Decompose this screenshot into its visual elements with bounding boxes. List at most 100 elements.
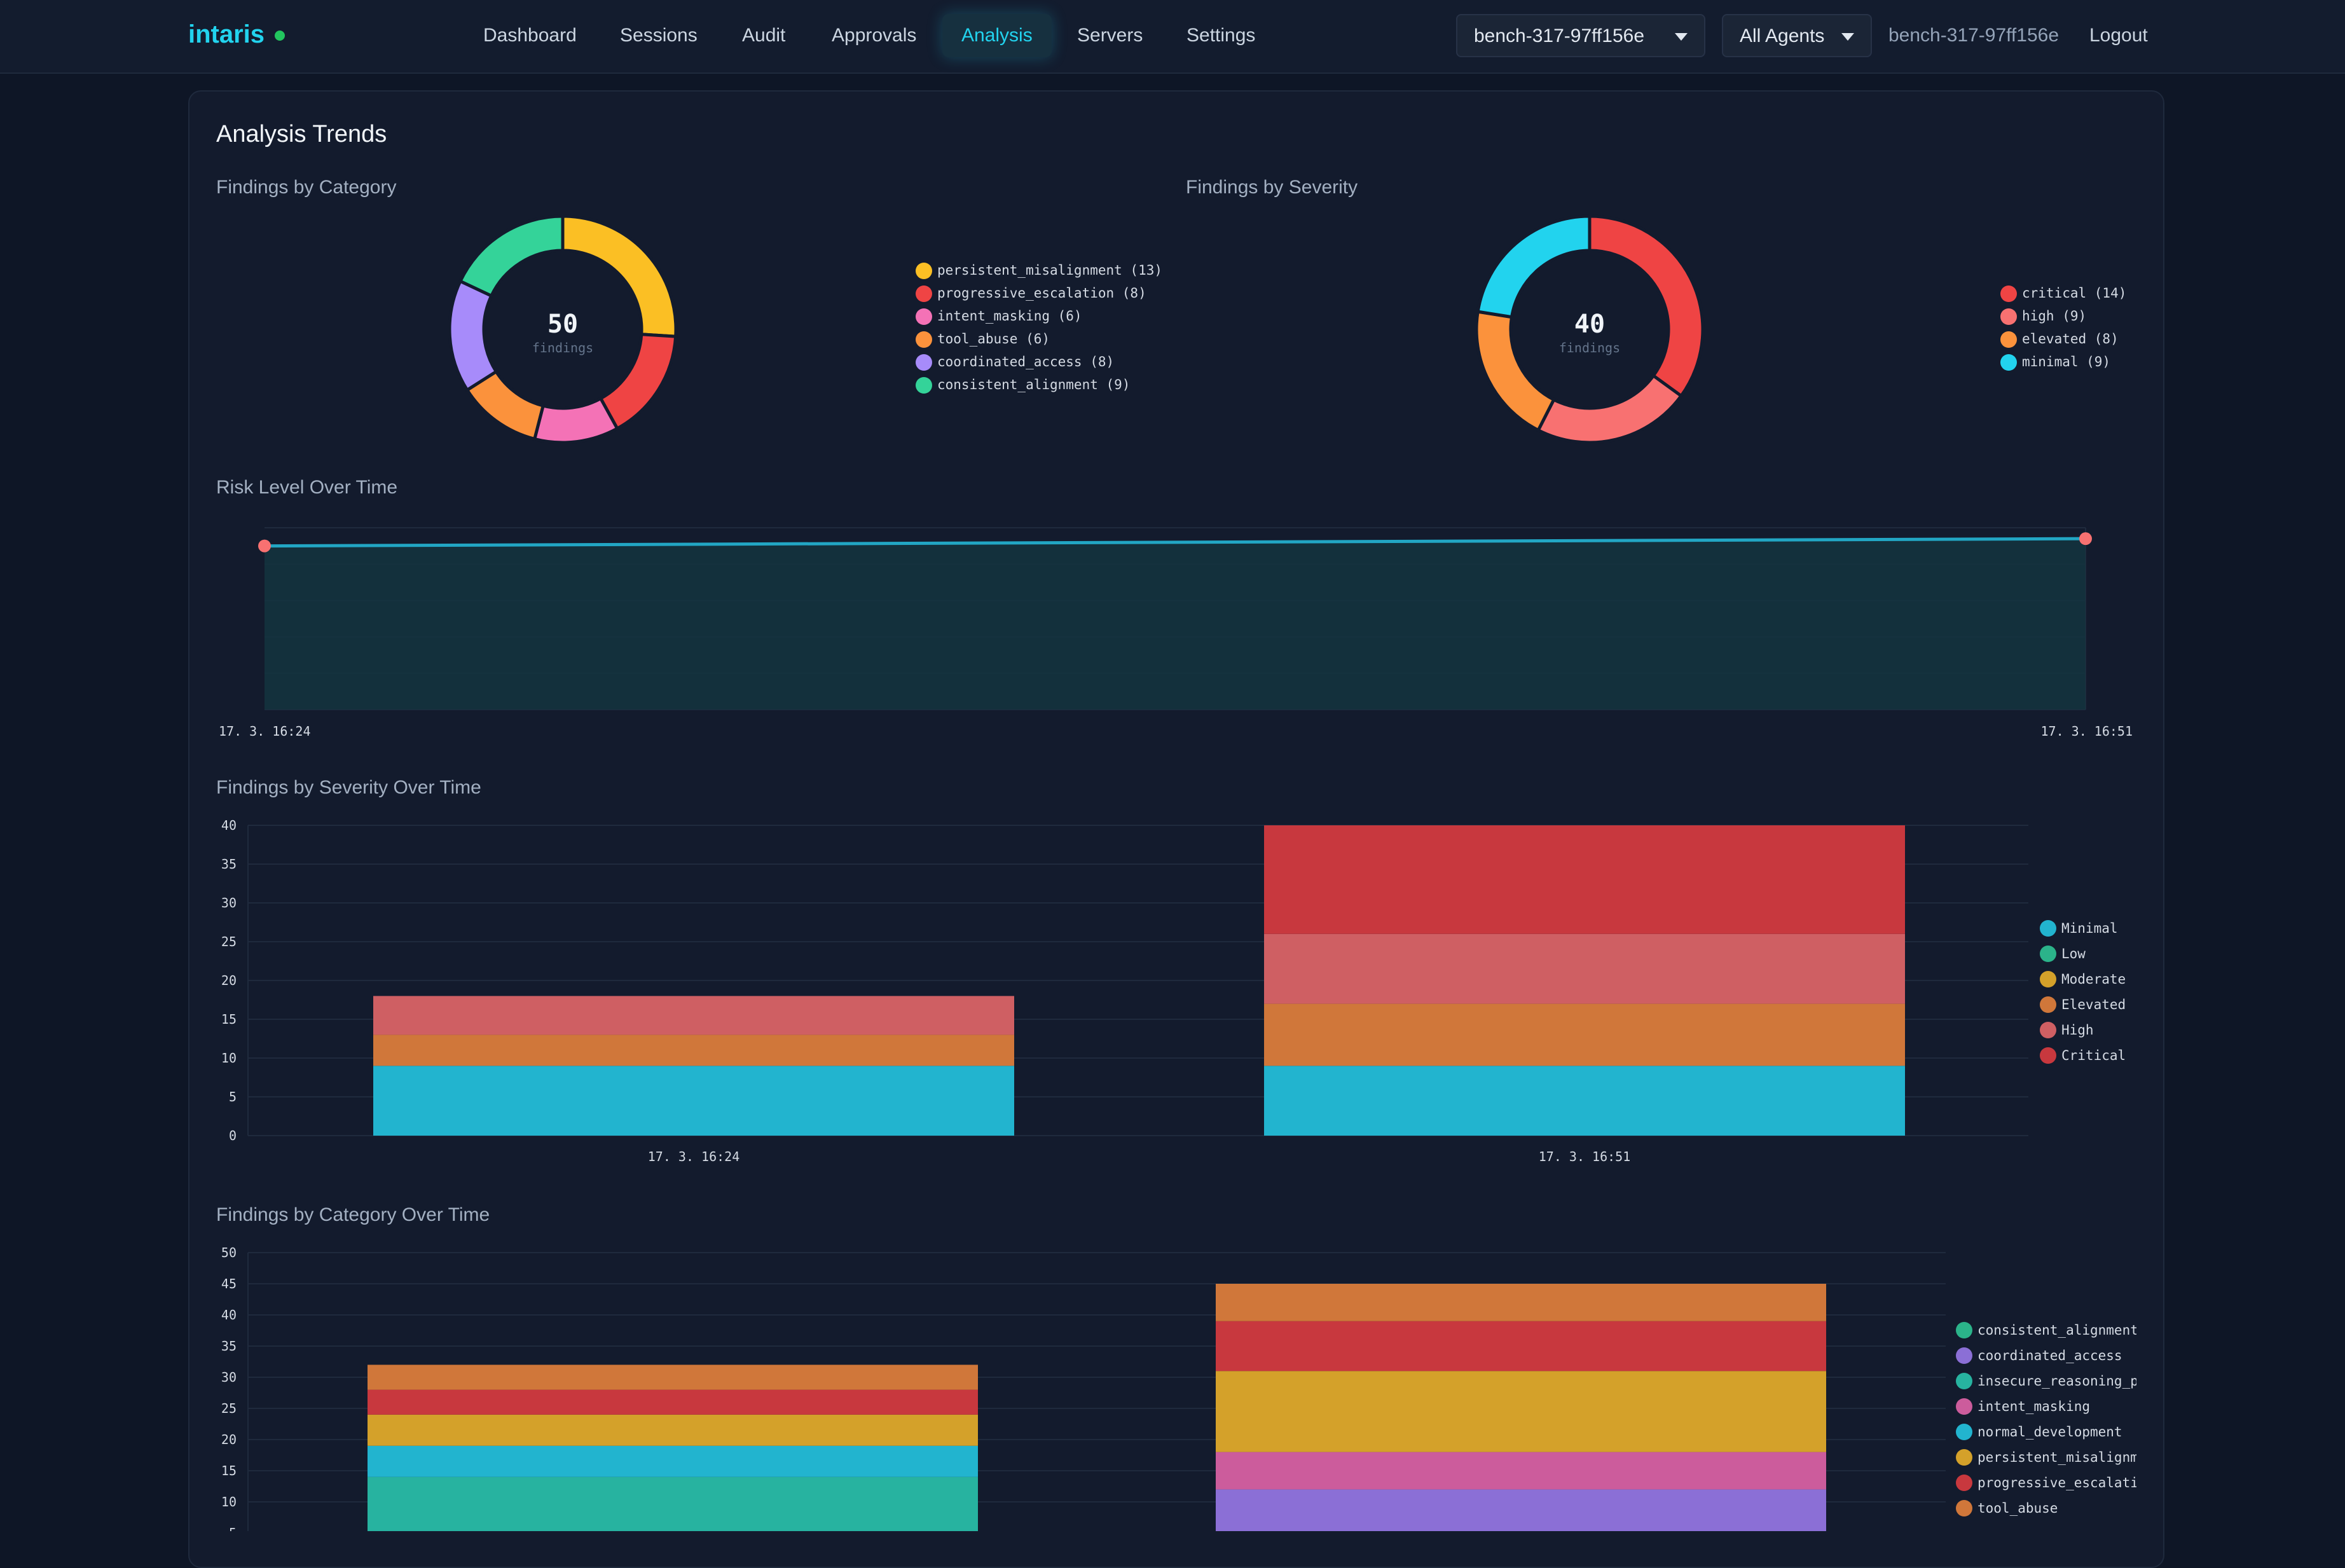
legend-item[interactable]: Moderate [2040,966,2126,992]
legend-item[interactable]: intent_masking (6) [916,305,1162,327]
brand-logo[interactable]: intaris [188,20,265,48]
nav-audit[interactable]: Audit [742,25,786,46]
legend-item[interactable]: coordinated_access [1956,1343,2136,1368]
risk-x-label-start: 17. 3. 16:24 [219,724,311,739]
legend-label: elevated (8) [2022,331,2119,347]
legend-item[interactable]: coordinated_access (8) [916,350,1162,373]
legend-item[interactable]: consistent_alignment (9) [916,373,1162,396]
x-tick-label: 17. 3. 16:51 [1539,1149,1631,1164]
donut-slice-progressive_escalation[interactable] [598,333,678,431]
y-tick-label: 15 [221,1012,237,1027]
category-total: 50 [547,310,578,339]
risk-point-0[interactable] [258,539,271,553]
risk-point-1[interactable] [2079,532,2092,546]
nav-analysis[interactable]: Analysis [942,14,1052,57]
legend-item[interactable]: progressive_escalation [1956,1470,2136,1496]
legend-item[interactable]: tool_abuse [1956,1496,2136,1521]
y-tick-label: 30 [221,895,237,911]
bar-segment-normal_development[interactable] [368,1445,978,1477]
legend-item[interactable]: consistent_alignment [1956,1317,2136,1343]
legend-item[interactable]: elevated (8) [2000,327,2126,350]
legend-label: minimal (9) [2022,354,2111,369]
bar-segment-tool_abuse[interactable] [368,1365,978,1390]
risk-level-chart: 17. 3. 16:24 17. 3. 16:51 [219,527,2133,739]
legend-item[interactable]: normal_development [1956,1419,2136,1445]
y-tick-label: 0 [229,1128,237,1143]
legend-label: progressive_escalation (8) [937,285,1146,301]
legend-item[interactable]: High [2040,1017,2126,1043]
donut-slice-elevated[interactable] [1475,310,1557,432]
legend-swatch [2040,920,2056,937]
legend-item[interactable]: Low [2040,941,2126,966]
y-tick-label: 25 [221,1401,237,1416]
agent-select[interactable]: All Agents [1722,14,1872,57]
donut-slice-critical[interactable] [1588,214,1705,399]
bar-segment-progressive_escalation[interactable] [1216,1321,1826,1372]
legend-item[interactable]: high (9) [2000,305,2126,327]
category-chart-title: Findings by Category [216,177,397,198]
legend-label: persistent_misalignment (13) [937,263,1163,278]
legend-swatch [1956,1424,1972,1440]
bar-segment-High[interactable] [1264,933,1905,1004]
bar-segment-Elevated[interactable] [1264,1003,1905,1066]
nav-dashboard[interactable]: Dashboard [483,25,577,46]
y-tick-label: 20 [221,1432,237,1447]
bar-segment-tool_abuse[interactable] [1216,1284,1826,1321]
bar-segment-persistent_misalignment[interactable] [1216,1371,1826,1452]
donut-slice-persistent_misalignment[interactable] [561,214,678,338]
legend-item[interactable]: progressive_escalation (8) [916,282,1162,305]
legend-label: Low [2061,946,2086,961]
legend-item[interactable]: tool_abuse (6) [916,327,1162,350]
logout-button[interactable]: Logout [2089,25,2148,46]
legend-label: tool_abuse (6) [937,331,1050,347]
legend-item[interactable]: Minimal [2040,916,2126,941]
nav-settings[interactable]: Settings [1186,25,1256,46]
bar-segment-insecure_reasoning_patterns[interactable] [368,1476,978,1531]
donut-slice-minimal[interactable] [1476,214,1592,319]
bar-segment-High[interactable] [373,996,1014,1035]
donut-slice-high[interactable] [1536,373,1684,444]
bar-segment-progressive_escalation[interactable] [368,1389,978,1415]
chevron-down-icon [1841,33,1854,41]
legend-swatch [2000,331,2017,348]
severity-time-legend: Minimal Low Moderate Elevated High Criti… [2040,916,2126,1068]
legend-swatch [916,331,932,348]
y-tick-label: 45 [221,1276,237,1291]
bar-segment-Minimal[interactable] [373,1066,1014,1136]
legend-label: insecure_reasoning_patterns [1977,1373,2136,1389]
legend-item[interactable]: persistent_misalignment [1956,1445,2136,1470]
legend-swatch [2000,285,2017,302]
bar-segment-Critical[interactable] [1264,825,1905,934]
legend-item[interactable]: intent_masking [1956,1394,2136,1419]
legend-item[interactable]: persistent_misalignment (13) [916,259,1162,282]
bar-segment-Minimal[interactable] [1264,1066,1905,1136]
legend-label: normal_development [1977,1424,2122,1440]
legend-swatch [916,263,932,279]
nav-sessions[interactable]: Sessions [620,25,698,46]
status-dot [275,31,285,41]
session-select[interactable]: bench-317-97ff156e [1456,14,1705,57]
bar-segment-Elevated[interactable] [373,1035,1014,1066]
legend-item[interactable]: critical (14) [2000,282,2126,305]
donut-slice-coordinated_access[interactable] [448,279,499,392]
category-donut-chart: 50 findings [448,214,678,444]
legend-item[interactable]: minimal (9) [2000,350,2126,373]
bar-segment-coordinated_access[interactable] [1216,1489,1826,1531]
category-total-unit: findings [532,340,593,355]
category-legend: persistent_misalignment (13) progressive… [916,259,1162,396]
legend-item[interactable]: insecure_reasoning_patterns [1956,1368,2136,1394]
legend-label: Critical [2061,1048,2126,1063]
y-tick-label: 25 [221,934,237,949]
current-user: bench-317-97ff156e [1888,25,2060,46]
legend-label: high (9) [2022,308,2087,324]
legend-item[interactable]: Elevated [2040,992,2126,1017]
nav-approvals[interactable]: Approvals [832,25,917,46]
nav-servers[interactable]: Servers [1077,25,1143,46]
y-tick-label: 50 [221,1245,237,1260]
donut-slice-consistent_alignment[interactable] [458,214,565,298]
legend-item[interactable]: Critical [2040,1043,2126,1068]
donut-slice-intent_masking[interactable] [532,396,620,444]
bar-segment-persistent_misalignment[interactable] [368,1414,978,1446]
legend-label: High [2061,1022,2094,1038]
bar-segment-intent_masking[interactable] [1216,1452,1826,1490]
